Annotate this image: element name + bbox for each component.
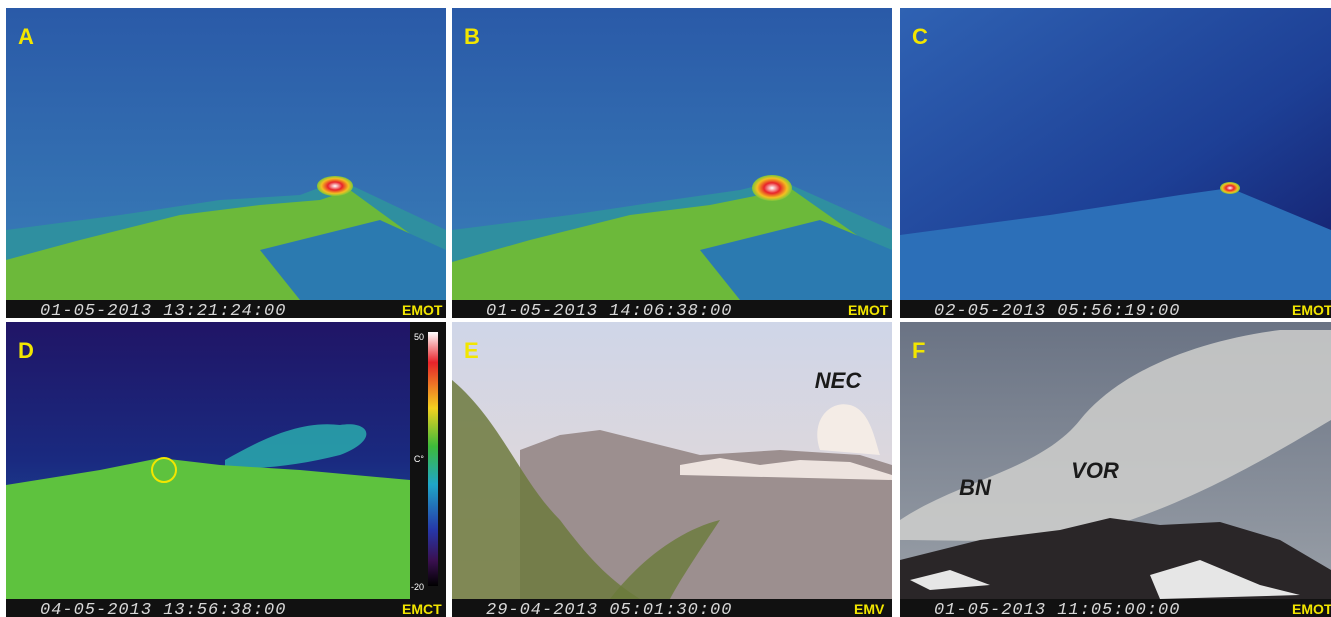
- panel-letter: D: [18, 338, 34, 363]
- panel-a: A 01-05-2013 13:21:24:00 EMOT: [6, 8, 446, 321]
- hotspot: [752, 175, 792, 201]
- colorbar-max: 50: [414, 332, 424, 342]
- panel-b: B 01-05-2013 14:06:38:00 EMOT: [452, 8, 892, 321]
- hotspot: [1220, 182, 1240, 194]
- colorbar-unit: C°: [414, 454, 424, 464]
- timestamp: 04-05-2013 13:56:38:00: [40, 601, 286, 617]
- panel-e: NEC E 29-04-2013 05:01:30:00 EMV: [452, 322, 892, 617]
- camera: EMV: [854, 601, 885, 617]
- hotspot: [317, 176, 353, 196]
- camera: EMOT: [1292, 302, 1331, 318]
- timestamp: 01-05-2013 11:05:00:00: [934, 601, 1180, 617]
- timestamp: 01-05-2013 14:06:38:00: [486, 302, 732, 321]
- panel-letter: C: [912, 24, 928, 49]
- figure: A 01-05-2013 13:21:24:00 EMOT B 01-05-20…: [0, 0, 1331, 617]
- timestamp: 01-05-2013 13:21:24:00: [40, 302, 286, 321]
- annotation: BN: [959, 475, 992, 500]
- panel-letter: A: [18, 24, 34, 49]
- camera: EMOT: [402, 302, 443, 318]
- annotation: NEC: [815, 368, 863, 393]
- panel-letter: B: [464, 24, 480, 49]
- colorbar-min: -20: [411, 582, 424, 592]
- timestamp: 02-05-2013 05:56:19:00: [934, 302, 1180, 321]
- panel-letter: E: [464, 338, 479, 363]
- camera: EMOT: [1292, 601, 1331, 617]
- panel-c: C 02-05-2013 05:56:19:00 EMOT: [900, 8, 1331, 321]
- camera: EMCT: [402, 601, 442, 617]
- panel-letter: F: [912, 338, 925, 363]
- timestamp: 29-04-2013 05:01:30:00: [486, 601, 732, 617]
- annotation: VOR: [1071, 458, 1119, 483]
- camera: EMOT: [848, 302, 889, 318]
- panel-d: 50 C° -20 D 04-05-2013 13:56:38:00 EMCT: [6, 322, 446, 617]
- panel-f: BN VOR F 01-05-2013 11:05:00:00 EMOT: [900, 322, 1331, 617]
- colorbar: [428, 332, 438, 586]
- slope: [6, 458, 410, 599]
